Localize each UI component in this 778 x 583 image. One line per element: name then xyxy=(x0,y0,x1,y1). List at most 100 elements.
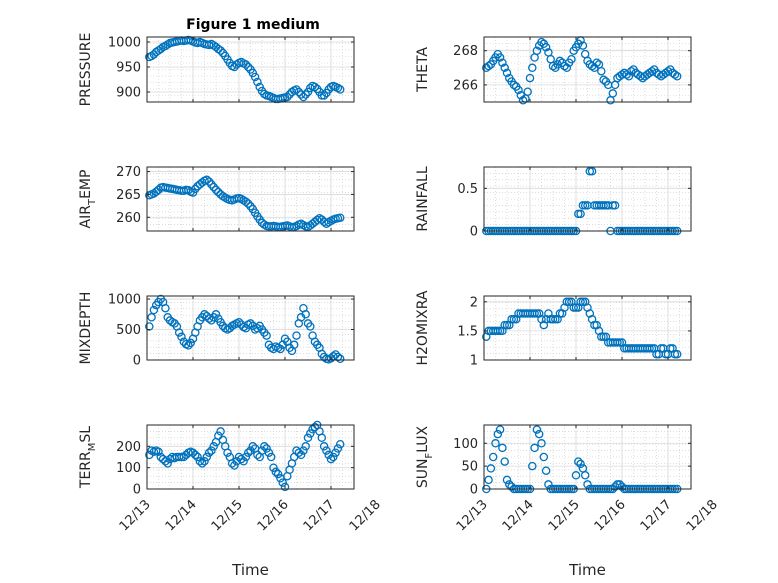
data-point xyxy=(488,452,498,462)
data-point xyxy=(147,313,156,322)
data-point xyxy=(333,444,343,453)
axes-box xyxy=(483,424,692,490)
data-point xyxy=(207,446,216,455)
x-tick-label: 12/17 xyxy=(301,497,338,534)
data-point xyxy=(301,442,310,451)
data-point xyxy=(216,46,225,55)
data-point xyxy=(592,58,601,67)
x-tick-label: 12/13 xyxy=(454,497,491,534)
data-point xyxy=(260,442,269,451)
data-point xyxy=(319,91,329,100)
data-point xyxy=(301,90,310,99)
y-axis-label: MIXDEPTH xyxy=(78,292,94,365)
y-tick-label: 0 xyxy=(470,225,478,240)
data-point xyxy=(243,199,253,208)
data-point xyxy=(335,354,345,364)
data-point xyxy=(578,41,588,50)
x-tick-label: 12/14 xyxy=(163,497,200,534)
data-point xyxy=(578,297,588,307)
data-point xyxy=(241,452,251,462)
data-point xyxy=(500,63,509,73)
y-tick-label: 1000 xyxy=(108,293,141,308)
plot-area xyxy=(147,167,354,231)
x-tick-label: 12/16 xyxy=(592,497,629,534)
data-point xyxy=(202,175,212,185)
data-point xyxy=(276,344,285,354)
data-point xyxy=(253,450,262,460)
data-point xyxy=(564,297,574,307)
data-point xyxy=(283,92,292,102)
data-point xyxy=(532,309,542,318)
data-point xyxy=(207,180,216,189)
data-point xyxy=(608,89,618,98)
y-tick-label: 0 xyxy=(133,483,141,498)
x-tick-label: 12/14 xyxy=(500,497,537,534)
data-point xyxy=(574,457,583,466)
y-tick-label: 1.5 xyxy=(457,324,478,339)
data-point xyxy=(599,332,608,341)
subplot-rainfall: 0 0.5 RAINFALL xyxy=(415,166,692,240)
data-point xyxy=(626,66,636,76)
data-point xyxy=(580,201,590,210)
data-point xyxy=(200,457,209,466)
data-point xyxy=(493,429,503,439)
data-point xyxy=(551,315,560,324)
data-point xyxy=(241,60,251,69)
data-point xyxy=(507,315,516,324)
axes-box xyxy=(146,295,355,361)
data-point xyxy=(528,461,537,471)
x-axis-label: Time xyxy=(568,561,606,579)
data-point xyxy=(331,350,340,359)
data-point xyxy=(209,442,218,451)
data-point xyxy=(237,57,246,67)
data-point xyxy=(322,446,331,455)
data-point xyxy=(666,344,675,353)
data-point xyxy=(555,309,565,318)
data-point xyxy=(319,442,329,451)
y-tick-label: 100 xyxy=(116,461,141,476)
x-axis-label: Time xyxy=(231,561,269,579)
data-point xyxy=(502,68,512,78)
data-point xyxy=(317,91,327,100)
data-point xyxy=(672,349,682,359)
data-point xyxy=(310,422,320,432)
data-point xyxy=(663,66,673,76)
data-point xyxy=(306,429,315,438)
data-point xyxy=(509,80,519,90)
y-tick-label: 200 xyxy=(116,440,141,455)
data-point xyxy=(615,480,624,489)
data-point xyxy=(161,303,170,313)
data-point xyxy=(583,480,592,489)
plot-area xyxy=(484,167,691,231)
subplot-terr-msl: 0 100 200 12/13 12/14 12/15 12/16 12/17 12/18 Tim… xyxy=(78,420,384,579)
data-point xyxy=(195,457,205,466)
data-point xyxy=(537,37,546,47)
data-point xyxy=(484,61,493,71)
data-point xyxy=(670,349,680,359)
data-point xyxy=(243,448,253,457)
data-point xyxy=(271,467,281,477)
y-tick-label: 0 xyxy=(470,483,478,498)
data-point xyxy=(498,443,507,453)
data-point xyxy=(493,326,503,336)
data-point xyxy=(580,471,590,480)
y-tick-label: 2 xyxy=(470,295,478,310)
y-tick-label: 50 xyxy=(461,460,478,475)
data-point xyxy=(202,452,212,462)
data-point xyxy=(253,77,262,87)
y-tick-label: 0.5 xyxy=(457,182,478,197)
data-point xyxy=(624,72,634,81)
data-point xyxy=(532,425,542,434)
data-point xyxy=(177,332,186,342)
data-point xyxy=(289,340,299,350)
data-point xyxy=(239,457,248,466)
figure-title: Figure 1 medium xyxy=(186,17,320,33)
y-axis-label: PRESSURE xyxy=(78,33,94,107)
data-point xyxy=(246,446,255,455)
data-point xyxy=(509,315,519,324)
data-point xyxy=(273,469,283,479)
data-point xyxy=(597,332,606,341)
y-tick-label: 1 xyxy=(470,354,478,369)
axes-box xyxy=(483,166,692,232)
